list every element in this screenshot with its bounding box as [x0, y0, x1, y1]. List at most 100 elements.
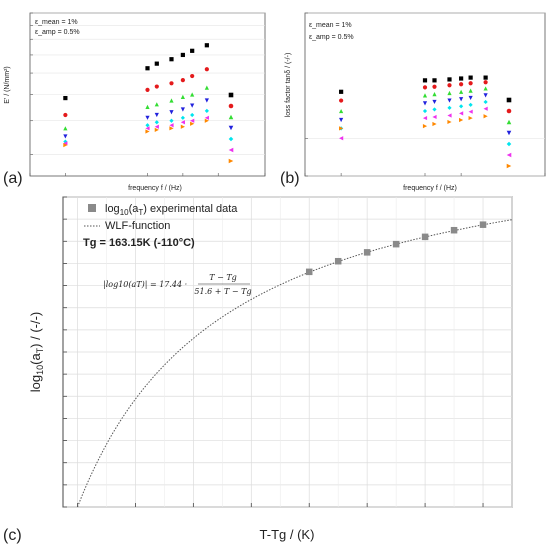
x-axis-label-b: frequency f / (Hz) — [403, 185, 457, 192]
legend-marker-b — [506, 152, 512, 158]
data-point-b — [459, 117, 464, 123]
data-point-a — [63, 143, 68, 148]
data-point-a — [204, 98, 209, 103]
equation-denominator: 51.6 + T − Tg — [194, 287, 251, 296]
data-point-a — [180, 120, 185, 125]
data-point-b — [447, 90, 452, 96]
data-point-a — [180, 107, 185, 112]
data-point-a — [169, 123, 174, 128]
data-point-b — [459, 82, 464, 87]
data-point-b — [339, 98, 344, 103]
data-point-a — [204, 108, 209, 113]
data-point-a — [190, 103, 195, 108]
legend-marker-b — [506, 130, 512, 136]
marks-c — [77, 219, 513, 508]
legend-marker-a — [228, 158, 234, 164]
data-point-b — [483, 80, 488, 85]
data-point-c — [479, 221, 487, 228]
data-point-b — [422, 78, 428, 83]
ticks-c — [63, 196, 484, 508]
y-axis-label-c: log10(aT) / (-/-) — [28, 312, 45, 393]
data-point-a — [180, 94, 185, 99]
annotation-strain-mean-b: ε_mean = 1% — [309, 22, 352, 29]
data-point-b — [468, 102, 473, 107]
data-point-a — [145, 115, 150, 120]
legend-marker-b — [506, 97, 512, 103]
data-point-a — [190, 73, 195, 79]
data-point-c — [363, 249, 371, 256]
data-point-b — [483, 114, 488, 119]
marks-a — [63, 43, 209, 148]
data-point-b — [422, 115, 428, 121]
data-point-b — [447, 98, 452, 103]
data-point-a — [154, 84, 159, 89]
legend-marker-a — [228, 147, 234, 153]
data-point-b — [339, 108, 344, 114]
data-point-a — [204, 43, 209, 48]
data-point-b — [483, 106, 488, 111]
legend-marker-b — [506, 108, 512, 114]
data-point-a — [145, 126, 150, 131]
data-point-a — [145, 129, 150, 134]
data-point-b — [422, 124, 428, 129]
data-point-b — [432, 99, 437, 105]
ticks-a — [29, 12, 266, 176]
data-point-c — [421, 233, 429, 241]
data-point-a — [169, 57, 174, 62]
panel-a: ε_mean = 1% ε_amp = 0.5% frequency f / (… — [3, 12, 266, 192]
data-point-b — [447, 113, 452, 118]
data-point-b — [459, 89, 464, 94]
data-point-a — [154, 61, 159, 66]
legend-marker-b — [506, 119, 512, 125]
data-point-a — [154, 102, 159, 107]
legend-a — [228, 92, 234, 164]
annotation-strain-amp-b: ε_amp = 0.5% — [309, 34, 354, 41]
data-point-a — [190, 92, 195, 97]
panel-c: log10(aT) experimental data WLF-function… — [3, 196, 513, 544]
data-point-b — [447, 77, 452, 82]
data-point-b — [468, 81, 473, 86]
data-point-b — [468, 109, 473, 114]
data-point-a — [63, 95, 68, 101]
panel-label-c: (c) — [3, 527, 22, 544]
legend-marker-b — [506, 163, 512, 169]
data-point-c — [305, 268, 313, 276]
data-point-b — [339, 89, 344, 94]
data-point-b — [422, 85, 428, 90]
data-point-b — [459, 97, 464, 102]
data-point-a — [180, 52, 185, 58]
data-point-a — [145, 87, 150, 92]
data-point-a — [180, 78, 185, 83]
data-point-c — [450, 226, 458, 234]
data-point-a — [154, 112, 159, 118]
legend-marker-a — [228, 103, 234, 109]
legend-c: log10(aT) experimental data WLF-function… — [83, 203, 238, 249]
data-point-b — [483, 99, 488, 105]
data-point-b — [483, 93, 488, 98]
data-point-a — [169, 118, 174, 123]
legend-marker-b — [506, 141, 512, 147]
legend-marker-a — [228, 92, 234, 98]
marks-b — [339, 75, 488, 141]
panel-label-a: (a) — [3, 170, 23, 187]
panel-label-b: (b) — [280, 170, 300, 187]
legend-marker-a — [228, 136, 234, 142]
panel-b: ε_mean = 1% ε_amp = 0.5% frequency f / (… — [280, 12, 546, 192]
data-point-b — [432, 107, 437, 112]
data-point-a — [190, 112, 195, 118]
data-point-a — [145, 104, 150, 109]
data-point-b — [422, 108, 428, 114]
data-point-a — [190, 121, 195, 126]
data-point-a — [169, 126, 174, 131]
equation-numerator: T − Tg — [209, 273, 237, 282]
data-point-a — [180, 124, 185, 129]
y-axis-label-a: E' / (N/mm²) — [4, 66, 11, 104]
data-point-b — [339, 126, 344, 131]
data-point-a — [204, 115, 209, 120]
x-axis-label-c: T-Tg / (K) — [260, 527, 315, 542]
data-point-a — [204, 85, 209, 90]
data-point-a — [145, 66, 150, 71]
data-point-b — [432, 92, 437, 97]
data-point-a — [204, 118, 209, 123]
data-point-a — [169, 81, 174, 86]
